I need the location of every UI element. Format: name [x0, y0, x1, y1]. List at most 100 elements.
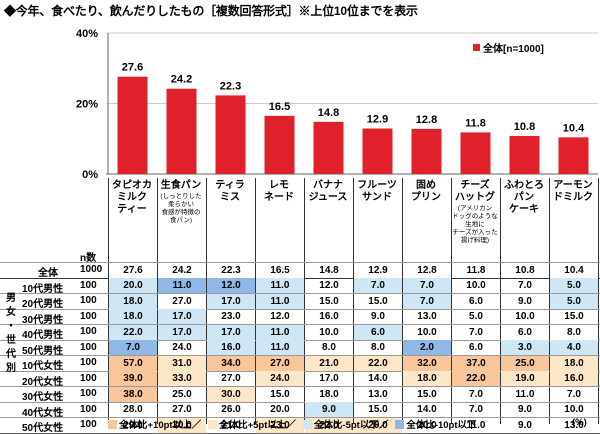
table-cell: 16.0	[550, 371, 598, 386]
table-cell: 15.0	[417, 388, 437, 400]
table-cell: 14.0	[368, 373, 388, 384]
table-cell: 26.0	[221, 404, 241, 415]
category-note-line: (アメリカン	[457, 205, 493, 212]
table-cell: 15.0	[270, 388, 290, 400]
category-line: ふわとろ	[504, 180, 544, 191]
table-cell: 27.0	[256, 355, 304, 371]
table-cell: 33.0	[158, 371, 206, 386]
table-cell: 16.0	[207, 340, 255, 355]
row-n: 100	[80, 341, 97, 353]
table-cell: 28.0	[123, 404, 143, 415]
row-n: 100	[80, 279, 97, 291]
table-cell: 7.0	[518, 280, 532, 291]
bar	[166, 88, 197, 174]
category-note-line: (しっとりした	[160, 193, 202, 200]
table-cell: 22.0	[354, 355, 402, 371]
table-cell: 27.6	[123, 264, 143, 276]
table-cell: 21.0	[221, 419, 241, 431]
table-cell: 9.0	[518, 295, 532, 307]
table-cell: 34.0	[207, 355, 255, 371]
table-cell: 10.0	[319, 326, 339, 338]
table-cell: 22.0	[305, 417, 353, 433]
legend-swatch	[473, 44, 480, 51]
table-cell: 5.0	[469, 311, 483, 322]
table-cell: 14.0	[417, 404, 437, 415]
table-cell: 16.5	[270, 264, 290, 276]
table-cell: 11.0	[158, 278, 206, 293]
category-line: ドミルク	[553, 192, 593, 203]
table-cell: 13.0	[368, 388, 388, 400]
significance-legend-item: 全体比+5pt以上／	[208, 417, 296, 431]
table-cell: 12.0	[207, 278, 255, 293]
row-n: 100	[80, 310, 97, 322]
row-n: 100	[80, 403, 97, 415]
table-cell: 38.0	[109, 386, 157, 402]
bar	[117, 76, 148, 174]
table-cell: 12.8	[417, 264, 437, 276]
category-note-line: 揚げ料理)	[460, 237, 490, 244]
table-cell: 18.0	[109, 309, 157, 324]
row-n: 100	[80, 419, 97, 430]
table-cell: 11.0	[515, 388, 535, 400]
table-cell: 11.0	[256, 324, 304, 340]
category-label: 固め プリン	[403, 180, 449, 204]
table-cell: 23.0	[221, 311, 241, 322]
table-cell: 12.9	[368, 264, 388, 276]
category-line: サンド	[362, 192, 392, 203]
bar	[460, 132, 491, 174]
table-cell: 20.0	[354, 417, 402, 433]
table-cell: 9.0	[371, 311, 385, 322]
column-separator	[402, 178, 403, 424]
category-line: パン	[513, 192, 535, 203]
table-cell: 19.0	[501, 371, 549, 386]
category-label: フルーツ サンド	[354, 180, 400, 204]
category-label: タピオカ ミルク ティー	[109, 180, 155, 216]
table-cell: 17.0	[158, 324, 206, 340]
row-n: 100	[80, 388, 97, 399]
data-label: 16.5	[269, 101, 290, 113]
table-cell: 7.0	[403, 278, 451, 293]
row-n: 100	[80, 372, 97, 384]
table-cell: 13.0	[564, 419, 584, 431]
table-cell: 5.0	[550, 293, 598, 309]
category-note-line: 生地に	[465, 221, 485, 228]
table-cell: 10.0	[564, 404, 584, 415]
row-label: 20代女性	[22, 376, 64, 388]
table-cell: 20.0	[109, 278, 157, 293]
data-label: 12.8	[416, 114, 437, 126]
legend-swatch	[302, 419, 312, 429]
legend-label: 全体[n=1000]	[483, 44, 544, 55]
category-label: チーズ ハットグ (アメリカン ドッグのような 生地に チーズが入った 揚げ料理)	[452, 180, 498, 245]
row-label: 40代女性	[22, 407, 64, 419]
data-label: 12.9	[367, 114, 388, 126]
category-line: ジュース	[308, 192, 348, 203]
table-cell: 17.0	[207, 324, 255, 340]
chart-title: ◆今年、食べたり、飲んだりしたもの［複数回答形式］※上位10位までを表示	[4, 4, 418, 18]
category-line: ティラ	[215, 180, 245, 191]
bar	[313, 121, 344, 174]
column-separator	[108, 178, 109, 424]
table-cell: 11.0	[256, 278, 304, 293]
column-separator	[206, 178, 207, 424]
table-cell: 15.0	[368, 404, 388, 415]
row-label: 40代男性	[22, 330, 64, 341]
table-cell: 10.8	[515, 264, 535, 276]
legend-label: 全体比-10pt以下	[406, 420, 477, 431]
column-separator	[157, 178, 158, 424]
category-line: チーズ	[460, 180, 490, 191]
table-cell: 24.0	[172, 342, 192, 353]
table-cell: 8.0	[567, 326, 581, 338]
row-label: 20代男性	[22, 299, 64, 310]
table-cell: 27.0	[221, 373, 241, 384]
table-cell: 7.0	[354, 278, 402, 293]
table-cell: 6.0	[518, 326, 532, 338]
segment-label-char: 別	[6, 362, 16, 374]
segment-label: 男女・世代別	[4, 292, 18, 376]
table-cell: 17.0	[319, 373, 339, 384]
table-cell: 22.0	[109, 324, 157, 340]
table-cell: 9.0	[305, 402, 353, 417]
row-divider	[0, 308, 600, 310]
category-line: プリン	[411, 192, 441, 203]
table-cell: 8.0	[322, 342, 336, 353]
row-label: 50代女性	[22, 423, 64, 434]
